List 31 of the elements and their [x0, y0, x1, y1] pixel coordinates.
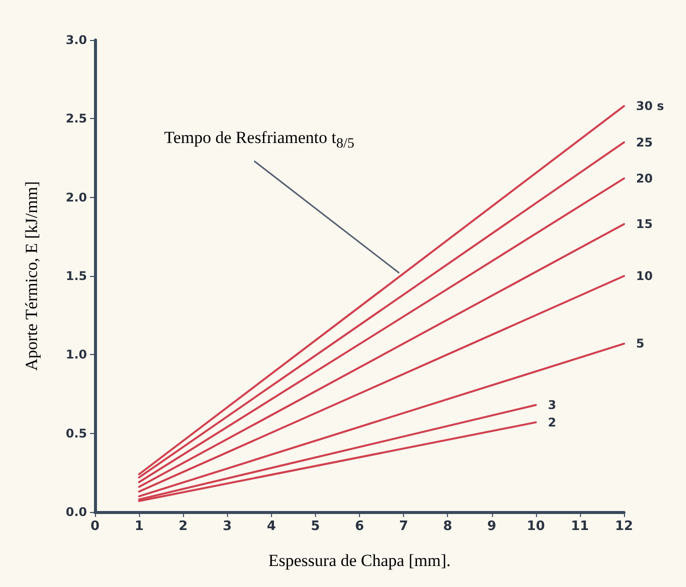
x-tick-label: 9: [487, 519, 496, 534]
x-tick-label: 6: [354, 519, 364, 534]
y-tick-label: 3.0: [66, 33, 87, 47]
y-tick-label: 0.5: [66, 426, 87, 440]
series-label: 25: [636, 135, 653, 150]
x-tick-label: 0: [90, 519, 100, 534]
x-tick-label: 11: [570, 519, 589, 534]
x-tick-label: 7: [399, 519, 408, 534]
y-tick-label: 1.5: [66, 269, 87, 283]
x-tick-label: 8: [443, 519, 452, 534]
series-label: 3: [548, 398, 556, 412]
series-label: 15: [636, 217, 653, 232]
series-label: 2: [548, 415, 556, 430]
x-tick-label: 2: [178, 519, 188, 534]
x-tick-label: 4: [266, 519, 276, 534]
y-tick-label: 0.0: [66, 505, 87, 519]
y-axis-title: Aporte Térmico, E [kJ/mm]: [22, 181, 41, 371]
series-label: 30 s: [636, 99, 664, 114]
series-label: 10: [636, 269, 653, 283]
x-tick-label: 3: [222, 519, 232, 534]
x-tick-label: 5: [310, 519, 320, 534]
y-tick-label: 2.5: [66, 112, 87, 126]
series-label: 20: [636, 171, 653, 186]
y-tick-label: 1.0: [66, 348, 87, 362]
x-tick-label: 10: [526, 519, 545, 534]
annotation: Tempo de Resfriamento t$_{8/5}$: [164, 128, 354, 152]
x-tick-label: 1: [134, 519, 144, 534]
x-tick-label: 12: [614, 519, 634, 534]
series-label: 5: [636, 336, 644, 351]
x-axis-title: Espessura de Chapa [mm].: [268, 551, 451, 570]
y-tick-label: 2.0: [66, 190, 87, 204]
